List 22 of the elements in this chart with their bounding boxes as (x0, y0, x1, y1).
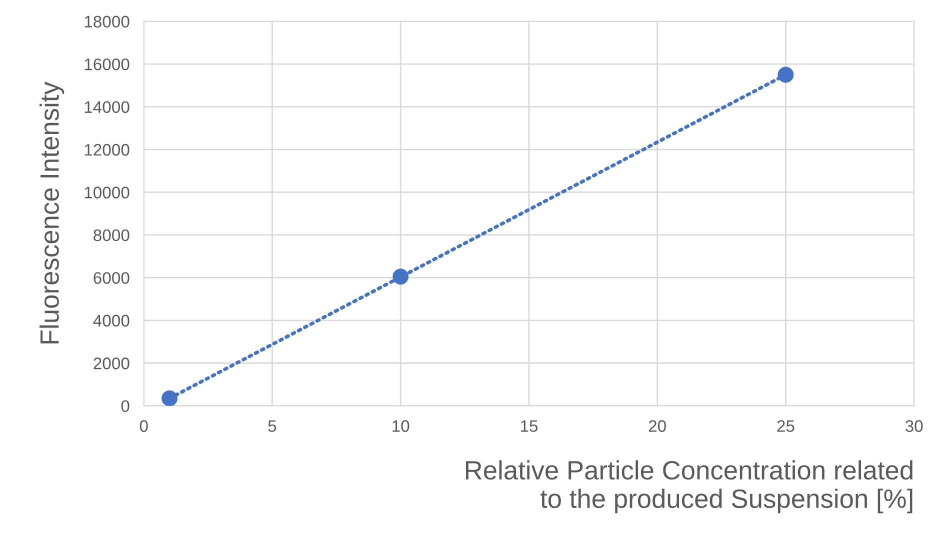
y-tick-label: 8000 (94, 229, 130, 242)
x-tick-label: 25 (777, 420, 794, 432)
y-tick-label: 0 (121, 400, 130, 412)
y-tick-label: 2000 (94, 358, 130, 370)
x-tick-label: 10 (392, 420, 410, 432)
x-tick-label: 30 (905, 420, 923, 432)
y-tick-label: 10000 (84, 186, 130, 198)
x-axis-title: Relative Particle Concentration related to the produced Suspension [%] (466, 460, 912, 514)
point (392, 268, 409, 285)
y-axis-title: Fluorescence Intensity (40, 82, 64, 344)
x-tick-label: 0 (140, 420, 148, 432)
x-tick-label: 15 (520, 420, 538, 432)
point (162, 390, 178, 406)
x-tick-label: 20 (648, 420, 666, 432)
y-tick-label: 4000 (93, 314, 130, 327)
point (778, 66, 794, 83)
y-tick-label: 12000 (84, 144, 130, 156)
y-tick-label: 14000 (84, 101, 130, 114)
y-tick-label: 18000 (84, 16, 130, 28)
y-tick-label: 6000 (94, 272, 130, 284)
x-tick-label: 5 (268, 420, 276, 432)
y-tick-label: 16000 (84, 58, 130, 70)
